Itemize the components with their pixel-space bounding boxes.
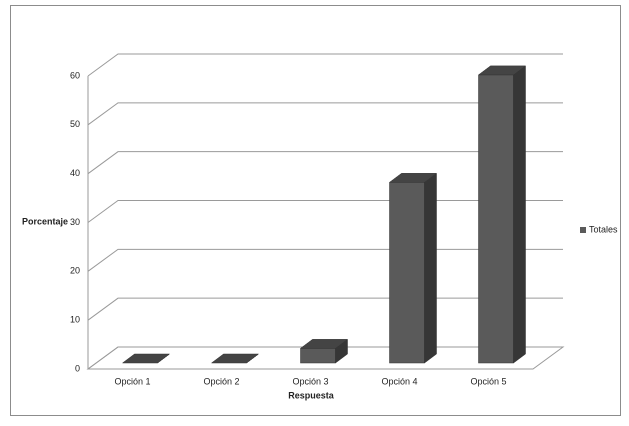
bar-front: [389, 182, 425, 364]
y-tick-label: 50: [70, 119, 80, 129]
bar-front: [300, 348, 336, 364]
bar-top: [477, 65, 527, 76]
bar-top: [121, 353, 171, 364]
legend-swatch: [580, 227, 586, 233]
x-tick-label: Opción 1: [114, 376, 150, 386]
y-tick-label: 20: [70, 266, 80, 276]
bar-top: [388, 173, 438, 183]
bar-top: [299, 339, 349, 349]
x-axis-label: Respuesta: [288, 390, 335, 400]
x-tick-label: Opción 3: [292, 376, 328, 386]
y-tick-label: 10: [70, 315, 80, 325]
bar-side: [513, 65, 526, 364]
y-tick-label: 40: [70, 168, 80, 178]
bar-top: [210, 353, 260, 364]
bar-side: [424, 172, 437, 364]
grid-line: [87, 151, 563, 175]
y-tick-label: 60: [70, 70, 80, 80]
x-tick-label: Opción 5: [470, 376, 506, 386]
y-tick-label: 0: [75, 363, 80, 373]
bar-front: [478, 74, 514, 364]
y-tick-label: 30: [70, 217, 80, 227]
grid-line: [87, 53, 563, 77]
y-axis-label: Porcentaje: [22, 216, 68, 226]
legend-label: Totales: [589, 224, 618, 234]
grid-line: [87, 102, 563, 126]
x-tick-label: Opción 4: [381, 376, 417, 386]
x-tick-label: Opción 2: [203, 376, 239, 386]
